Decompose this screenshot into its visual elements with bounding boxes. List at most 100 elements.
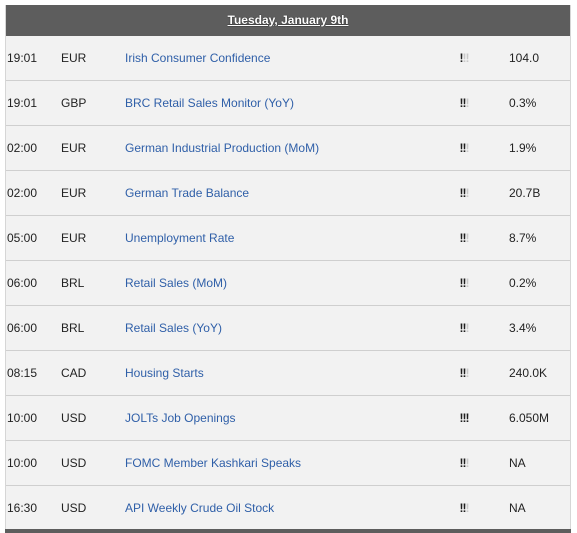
- event-link[interactable]: German Industrial Production (MoM): [125, 141, 320, 155]
- event-link[interactable]: Irish Consumer Confidence: [125, 51, 271, 65]
- event-time: 06:00: [7, 276, 38, 290]
- importance-bar-icon: !: [459, 456, 464, 470]
- event-time: 02:00: [7, 186, 38, 200]
- importance-bar-icon: !: [459, 321, 464, 335]
- event-link[interactable]: Retail Sales (MoM): [125, 276, 228, 290]
- event-row: 08:15 CAD Housing Starts!!! 240.0K: [6, 351, 570, 396]
- event-time: 08:15: [7, 366, 38, 380]
- event-currency: USD: [61, 501, 87, 515]
- event-link[interactable]: API Weekly Crude Oil Stock: [125, 501, 275, 515]
- importance-bar-icon: !: [462, 141, 467, 155]
- importance-bar-icon: !: [459, 96, 464, 110]
- importance-bar-icon: !: [465, 411, 470, 425]
- event-time: 19:01: [7, 96, 38, 110]
- event-link[interactable]: BRC Retail Sales Monitor (YoY): [125, 96, 294, 110]
- importance-bar-icon: !: [465, 456, 470, 470]
- importance-bar-icon: !: [465, 96, 470, 110]
- importance-bar-icon: !: [462, 321, 467, 335]
- importance-bar-icon: !: [462, 186, 467, 200]
- event-value: 20.7B: [509, 186, 541, 200]
- event-value: NA: [509, 456, 526, 470]
- event-value: 104.0: [509, 51, 540, 65]
- event-link[interactable]: JOLTs Job Openings: [125, 411, 236, 425]
- event-value: 0.3%: [509, 96, 537, 110]
- bottom-bar: [5, 529, 571, 533]
- event-currency: EUR: [61, 186, 87, 200]
- event-currency: USD: [61, 456, 87, 470]
- event-list: 19:01 EUR Irish Consumer Confidence!!! 104.…: [6, 36, 570, 530]
- importance-indicator: !!!: [452, 486, 476, 530]
- importance-bar-icon: !: [465, 51, 470, 65]
- importance-bar-icon: !: [459, 501, 464, 515]
- importance-bar-icon: !: [459, 231, 464, 245]
- event-value: 240.0K: [509, 366, 548, 380]
- event-row: 02:00 EUR German Trade Balance!!! 20.7B: [6, 171, 570, 216]
- event-row: 16:30 USD API Weekly Crude Oil Stock!!! NA: [6, 486, 570, 530]
- event-value: 6.050M: [509, 411, 550, 425]
- importance-bar-icon: !: [462, 51, 467, 65]
- importance-bar-icon: !: [459, 141, 464, 155]
- event-currency: BRL: [61, 276, 85, 290]
- importance-bar-icon: !: [459, 51, 464, 65]
- event-time: 05:00: [7, 231, 38, 245]
- event-link[interactable]: German Trade Balance: [125, 186, 250, 200]
- event-link[interactable]: FOMC Member Kashkari Speaks: [125, 456, 302, 470]
- event-currency: CAD: [61, 366, 87, 380]
- event-row: 06:00 BRL Retail Sales (YoY)!!! 3.4%: [6, 306, 570, 351]
- economic-calendar: Tuesday, January 9th 19:01 EUR Irish Consu…: [5, 5, 571, 533]
- event-link[interactable]: Housing Starts: [125, 366, 204, 380]
- event-row: 10:00 USD JOLTs Job Openings!!! 6.050M: [6, 396, 570, 441]
- importance-bar-icon: !: [462, 501, 467, 515]
- event-link[interactable]: Retail Sales (YoY): [125, 321, 222, 335]
- importance-bar-icon: !: [465, 501, 470, 515]
- importance-bar-icon: !: [465, 141, 470, 155]
- importance-indicator: !!!: [452, 441, 476, 485]
- importance-bar-icon: !: [462, 276, 467, 290]
- event-row: 19:01 EUR Irish Consumer Confidence!!! 104.…: [6, 36, 570, 81]
- importance-indicator: !!!: [452, 81, 476, 125]
- event-row: 19:01 GBP BRC Retail Sales Monitor (YoY)!!…: [6, 81, 570, 126]
- importance-indicator: !!!: [452, 396, 476, 440]
- event-row: 02:00 EUR German Industrial Production (Mo…: [6, 126, 570, 171]
- event-value: NA: [509, 501, 526, 515]
- importance-bar-icon: !: [465, 321, 470, 335]
- event-value: 3.4%: [509, 321, 537, 335]
- importance-bar-icon: !: [465, 231, 470, 245]
- importance-indicator: !!!: [452, 216, 476, 260]
- event-row: 10:00 USD FOMC Member Kashkari Speaks!!! NA: [6, 441, 570, 486]
- importance-indicator: !!!: [452, 171, 476, 215]
- importance-bar-icon: !: [462, 411, 467, 425]
- importance-indicator: !!!: [452, 36, 476, 80]
- importance-bar-icon: !: [459, 411, 464, 425]
- importance-bar-icon: !: [462, 96, 467, 110]
- event-time: 02:00: [7, 141, 38, 155]
- event-time: 10:00: [7, 411, 38, 425]
- event-time: 19:01: [7, 51, 38, 65]
- importance-bar-icon: !: [462, 366, 467, 380]
- date-header: Tuesday, January 9th: [6, 5, 570, 36]
- event-currency: USD: [61, 411, 87, 425]
- event-currency: BRL: [61, 321, 85, 335]
- importance-indicator: !!!: [452, 126, 476, 170]
- importance-indicator: !!!: [452, 351, 476, 395]
- importance-bar-icon: !: [459, 186, 464, 200]
- importance-bar-icon: !: [462, 231, 467, 245]
- event-value: 0.2%: [509, 276, 537, 290]
- importance-bar-icon: !: [462, 456, 467, 470]
- event-time: 16:30: [7, 501, 38, 515]
- event-time: 06:00: [7, 321, 38, 335]
- importance-indicator: !!!: [452, 261, 476, 305]
- event-time: 10:00: [7, 456, 38, 470]
- event-currency: EUR: [61, 141, 87, 155]
- importance-indicator: !!!: [452, 306, 476, 350]
- event-value: 1.9%: [509, 141, 537, 155]
- importance-bar-icon: !: [459, 276, 464, 290]
- importance-bar-icon: !: [465, 276, 470, 290]
- event-link[interactable]: Unemployment Rate: [125, 231, 235, 245]
- event-row: 06:00 BRL Retail Sales (MoM)!!! 0.2%: [6, 261, 570, 306]
- importance-bar-icon: !: [465, 186, 470, 200]
- importance-bar-icon: !: [459, 366, 464, 380]
- importance-bar-icon: !: [465, 366, 470, 380]
- event-currency: EUR: [61, 51, 87, 65]
- event-row: 05:00 EUR Unemployment Rate!!! 8.7%: [6, 216, 570, 261]
